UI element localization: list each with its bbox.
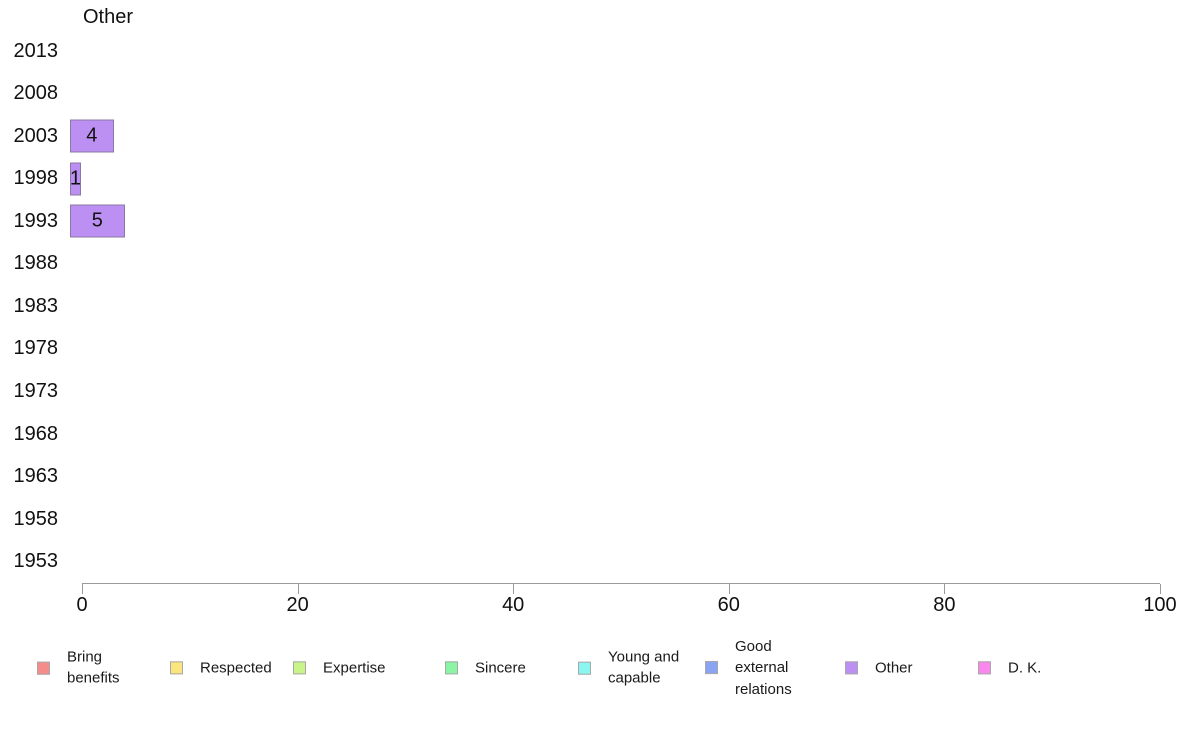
y-axis-label: 1958 bbox=[13, 507, 59, 530]
legend-swatch bbox=[578, 661, 591, 675]
x-axis-tick-label: 60 bbox=[717, 594, 740, 616]
legend-item: D. K. bbox=[978, 657, 1041, 678]
chart-row-1968: 1968 bbox=[0, 413, 1160, 456]
legend-swatch bbox=[293, 661, 306, 675]
chart-row-1998: 1998 1 bbox=[0, 158, 1160, 201]
row-track: 1 bbox=[70, 158, 1160, 201]
bar-2003: 4 bbox=[70, 119, 114, 153]
legend-label: Respected bbox=[200, 659, 272, 677]
chart-row-1978: 1978 bbox=[0, 328, 1160, 371]
x-axis-tick bbox=[1160, 584, 1161, 594]
legend-item: Respected bbox=[170, 657, 272, 678]
y-axis-label: 1963 bbox=[13, 465, 59, 488]
legend-item: Other bbox=[845, 657, 913, 678]
row-track bbox=[70, 370, 1160, 413]
chart-row-1993: 1993 5 bbox=[0, 200, 1160, 243]
legend-swatch bbox=[978, 661, 991, 675]
legend-label: Sincere bbox=[475, 659, 526, 677]
legend-swatch bbox=[445, 661, 458, 675]
chart-row-1963: 1963 bbox=[0, 455, 1160, 498]
y-axis-label: 1978 bbox=[13, 337, 59, 360]
bar-1998: 1 bbox=[69, 162, 82, 196]
row-track bbox=[70, 413, 1160, 456]
legend-item: Sincere bbox=[445, 657, 526, 678]
y-axis-label: 1993 bbox=[13, 209, 59, 232]
row-track bbox=[70, 243, 1160, 286]
y-axis-label: 1968 bbox=[13, 422, 59, 445]
chart-row-2013: 2013 bbox=[0, 30, 1160, 73]
legend-item: Bring benefits bbox=[37, 647, 123, 690]
chart-row-1983: 1983 bbox=[0, 285, 1160, 328]
bar-1993: 5 bbox=[70, 204, 125, 238]
chart-title: Other bbox=[83, 6, 134, 28]
y-axis-label: 2008 bbox=[13, 82, 59, 105]
row-track bbox=[70, 498, 1160, 541]
y-axis-label: 1988 bbox=[13, 252, 59, 275]
bar-value-label: 5 bbox=[91, 209, 103, 232]
y-axis-label: 1998 bbox=[13, 167, 59, 190]
y-axis-label: 1973 bbox=[13, 380, 59, 403]
x-axis-tick bbox=[513, 584, 515, 594]
row-track bbox=[70, 285, 1160, 328]
x-axis: 0 20 40 60 80 100 bbox=[76, 583, 1177, 623]
x-axis-tick-label: 40 bbox=[502, 594, 525, 616]
x-axis-tick-label: 80 bbox=[933, 594, 956, 616]
x-axis-tick-label: 100 bbox=[1143, 594, 1177, 616]
chart-rows: 2013 2008 2003 4 1998 1 1993 5 1988 1983 1978 1973 1… bbox=[0, 30, 1160, 583]
legend-label: Good external relations bbox=[735, 638, 792, 698]
legend-swatch bbox=[37, 661, 50, 675]
y-axis-label: 2013 bbox=[13, 39, 59, 62]
row-track bbox=[70, 30, 1160, 73]
chart-row-1953: 1953 bbox=[0, 540, 1160, 583]
legend-label: D. K. bbox=[1008, 659, 1042, 677]
bar-value-label: 4 bbox=[86, 124, 98, 147]
legend-item: Expertise bbox=[293, 657, 386, 678]
row-track: 5 bbox=[70, 200, 1160, 243]
chart-row-1988: 1988 bbox=[0, 243, 1160, 286]
legend-swatch bbox=[170, 661, 183, 675]
chart-row-2003: 2003 4 bbox=[0, 115, 1160, 158]
x-axis-tick bbox=[297, 584, 299, 594]
x-axis-tick bbox=[944, 584, 946, 594]
y-axis-label: 1983 bbox=[13, 294, 59, 317]
chart-row-1958: 1958 bbox=[0, 498, 1160, 541]
row-track bbox=[70, 328, 1160, 371]
x-axis-tick bbox=[82, 584, 83, 594]
legend-label: Young and capable bbox=[608, 648, 680, 687]
legend-label: Expertise bbox=[323, 659, 386, 677]
row-track bbox=[70, 73, 1160, 116]
legend-item: Good external relations bbox=[705, 636, 799, 700]
chart-row-1973: 1973 bbox=[0, 370, 1160, 413]
legend-swatch bbox=[705, 661, 718, 675]
row-track: 4 bbox=[70, 115, 1160, 158]
row-track bbox=[70, 540, 1160, 583]
row-track bbox=[70, 455, 1160, 498]
x-axis-tick-label: 20 bbox=[286, 594, 309, 616]
legend-label: Other bbox=[875, 659, 913, 677]
legend-label: Bring benefits bbox=[67, 648, 120, 687]
bar-value-label: 1 bbox=[69, 167, 82, 190]
legend-item: Young and capable bbox=[578, 647, 688, 690]
legend: Bring benefits Respected Expertise Sincere Y… bbox=[0, 628, 1188, 708]
x-axis-tick bbox=[728, 584, 730, 594]
y-axis-label: 1953 bbox=[13, 550, 59, 573]
y-axis-label: 2003 bbox=[13, 124, 59, 147]
legend-swatch bbox=[845, 661, 858, 675]
x-axis-tick-label: 0 bbox=[76, 594, 88, 616]
chart-row-2008: 2008 bbox=[0, 73, 1160, 116]
